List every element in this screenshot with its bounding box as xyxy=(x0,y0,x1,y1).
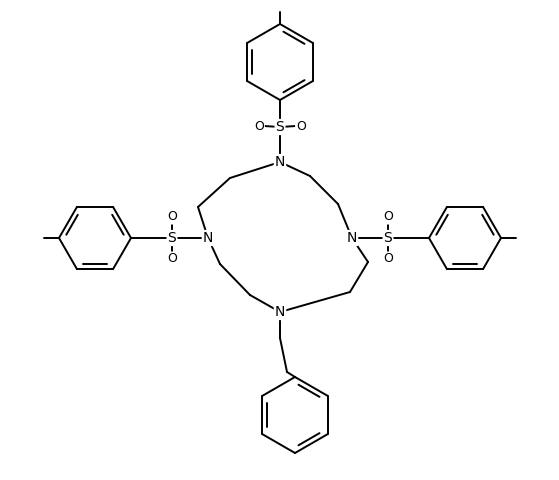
Text: N: N xyxy=(275,305,285,319)
Text: O: O xyxy=(254,120,264,132)
Text: S: S xyxy=(168,231,177,245)
Text: O: O xyxy=(167,252,177,265)
Text: N: N xyxy=(203,231,213,245)
Text: O: O xyxy=(167,211,177,224)
Text: S: S xyxy=(276,120,285,134)
Text: O: O xyxy=(383,252,393,265)
Text: N: N xyxy=(275,155,285,169)
Text: N: N xyxy=(347,231,357,245)
Text: O: O xyxy=(296,120,306,132)
Text: S: S xyxy=(383,231,392,245)
Text: O: O xyxy=(383,211,393,224)
